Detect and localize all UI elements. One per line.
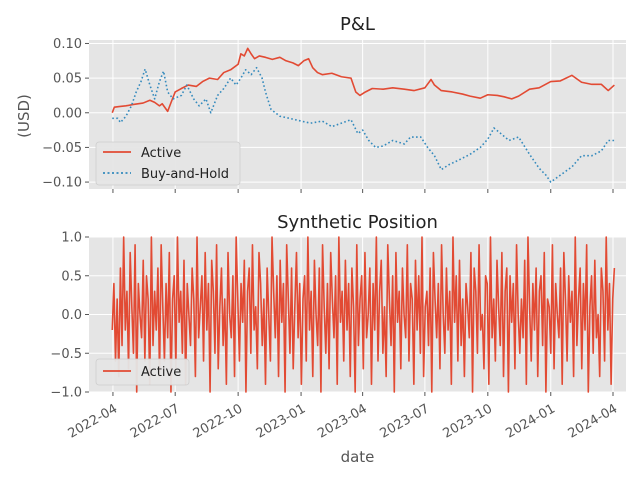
pnl-title: P&L [340,14,375,35]
position-y-tick-label: −1.0 [50,386,82,401]
pnl-legend-box [95,141,241,186]
legend-label-active: Active [141,146,181,161]
legend-label-buy-and-hold: Buy-and-Hold [141,167,229,182]
position-y-tick-label: 0.0 [61,308,82,323]
pnl-x-ticks [112,189,614,193]
pnl-lines [111,47,615,183]
position-legend-box [95,358,190,386]
pnl-y-tick-label: 0.05 [53,72,82,87]
pnl-series-buy-and-hold [112,66,615,183]
position-y-tick-label: 0.5 [61,269,82,284]
position-y-tick-label: 1.0 [61,231,82,246]
position-y-ticks: 1.0 0.5 0.0 −0.5 −1.0 [50,231,89,401]
pnl-y-label: (USD) [15,94,33,138]
x-axis-label: date [341,448,375,466]
legend-label-position-active: Active [141,365,181,380]
position-title: Synthetic Position [277,212,438,233]
position-lines [111,236,616,393]
position-y-tick-label: −0.5 [50,347,82,362]
pnl-series-active [111,47,615,114]
pnl-legend: Active Buy-and-Hold [95,141,241,186]
position-legend: Active [95,358,190,386]
pnl-axes: 0.10 0.05 0.00 −0.05 −0.10 P&L (USD) Active … [15,14,626,193]
pnl-y-tick-label: 0.00 [53,106,82,121]
pnl-y-tick-label: −0.05 [42,141,82,156]
pnl-y-ticks: 0.10 0.05 0.00 −0.05 −0.10 [42,37,89,191]
pnl-y-tick-label: −0.10 [42,176,82,191]
position-series-active [111,236,616,393]
pnl-y-tick-label: 0.10 [53,37,82,52]
